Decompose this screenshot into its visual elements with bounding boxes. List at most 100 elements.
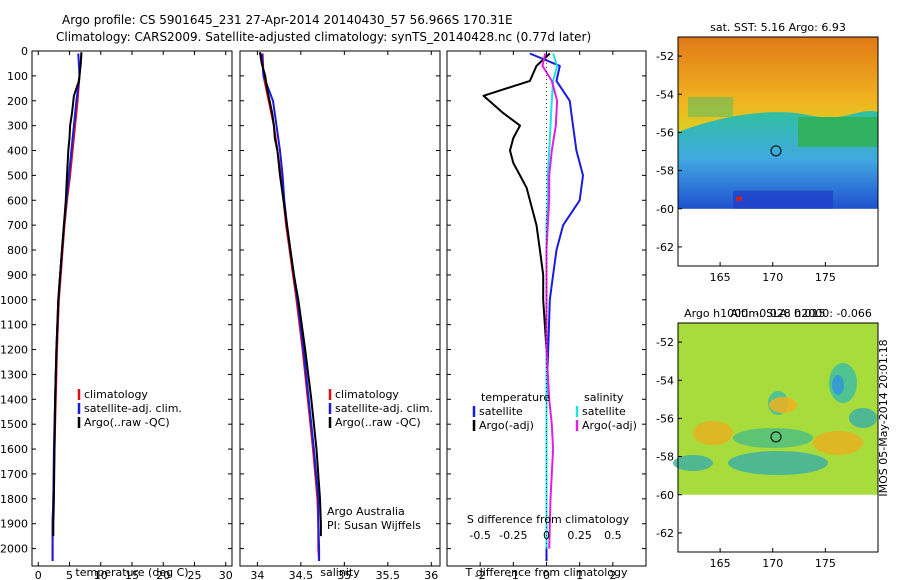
temp-xtick-label: 15 (125, 569, 139, 580)
temp-series-line (52, 52, 83, 537)
temp-xtick-label: 30 (219, 569, 233, 580)
depth-tick-label: 700 (7, 219, 28, 232)
sal-xlabel: salinity (320, 566, 360, 579)
diff-legend-title: temperature (481, 391, 550, 404)
depth-tick-label: 600 (7, 194, 28, 207)
depth-tick-label: 800 (7, 244, 28, 257)
temp-legend-label: Argo(..raw -QC) (84, 416, 170, 429)
diff-legend-title: salinity (584, 391, 624, 404)
diff-legend-label: satellite (479, 405, 523, 418)
sla-title: Altim. SLA: 0.015 (730, 307, 825, 320)
depth-tick-label: 1700 (0, 468, 28, 481)
sst-ytick-label: -62 (656, 241, 674, 254)
sst-ytick-label: -52 (656, 50, 674, 63)
sla-field-anomaly (769, 397, 797, 413)
diff-xtick-label: 0 (543, 569, 550, 580)
sal-axes-frame (239, 50, 441, 567)
depth-tick-label: 900 (7, 269, 28, 282)
sal-xtick-label: 35 (337, 569, 351, 580)
temp-xtick-label: 25 (188, 569, 202, 580)
diff-xtick-label: -2 (475, 569, 486, 580)
temp-xtick-label: 0 (35, 569, 42, 580)
depth-tick-label: 1800 (0, 493, 28, 506)
sal-legend-label: Argo(..raw -QC) (335, 416, 421, 429)
sla-ytick-label: -58 (656, 451, 674, 464)
depth-tick-label: 300 (7, 120, 28, 133)
sla-field-anomaly (813, 431, 863, 455)
sla-map: 165 170 175 -52 -54 -56 -58 -60 -62 Altim. SLA: 0… (656, 307, 879, 570)
diff-series-line (545, 53, 559, 549)
sla-field-anomaly (832, 375, 844, 395)
depth-tick-label: 1200 (0, 344, 28, 357)
temp-xlabel: temperature (deg C) (75, 566, 188, 579)
diff-legend-label: satellite (582, 405, 626, 418)
temp-series-line (51, 53, 83, 561)
sal-series-line (261, 53, 321, 562)
diff-top-axis-label: S difference from climatology (467, 513, 630, 526)
sla-xtick-label: 170 (762, 557, 783, 570)
depth-tick-label: 2000 (0, 543, 28, 556)
depth-tick-label: 400 (7, 145, 28, 158)
sla-ytick-label: -62 (656, 527, 674, 540)
diff-legend-label: Argo(-adj) (479, 419, 534, 432)
sla-argo-marker (770, 431, 782, 443)
depth-tick-label: 1100 (0, 319, 28, 332)
salinity-note-text: PI: Susan Wijffels (327, 519, 421, 532)
sla-field-anomaly (728, 451, 828, 475)
sla-ytick-label: -52 (656, 336, 674, 349)
sla-ytick-label: -54 (656, 374, 674, 387)
depth-tick-label: 1400 (0, 393, 28, 406)
sst-ytick-label: -54 (656, 88, 674, 101)
sst-xtick-label: 175 (815, 271, 836, 284)
sla-field-anomaly (673, 455, 713, 471)
depth-tick-label: 200 (7, 95, 28, 108)
sst-argo-marker (770, 145, 782, 157)
sla-subtitle: Argo h1000: -0.028 h2000: -0.066 (684, 307, 872, 320)
sst-title: sat. SST: 5.16 Argo: 6.93 (710, 21, 846, 34)
sla-ytick-label: -56 (656, 412, 674, 425)
diff-xtick-label: 1 (576, 569, 583, 580)
temp-legend-label: climatology (84, 388, 148, 401)
temp-xtick-label: 5 (66, 569, 73, 580)
depth-tick-label: 1300 (0, 368, 28, 381)
diff-series-line (541, 53, 559, 549)
sst-field-green (688, 97, 733, 117)
diff-top-tick-label: 0.5 (604, 529, 622, 542)
sal-xtick-label: 34.5 (289, 569, 314, 580)
depth-tick-label: 1600 (0, 443, 28, 456)
depth-tick-label: 1500 (0, 418, 28, 431)
sla-field-anomaly (849, 408, 877, 428)
sst-xtick-label: 170 (762, 271, 783, 284)
sla-xtick-label: 175 (815, 557, 836, 570)
diff-xtick-label: -1 (508, 569, 519, 580)
sal-legend-label: climatology (335, 388, 399, 401)
diff-top-tick-label: -0.5 (469, 529, 490, 542)
sal-legend-label: satellite-adj. clim. (335, 402, 433, 415)
depth-tick-label: 1900 (0, 518, 28, 531)
sst-map: 165 170 175 -52 -54 -56 -58 -60 -62 sat. SST: 5.1… (656, 21, 879, 284)
depth-tick-label: 0 (21, 45, 28, 58)
temp-axes-frame (31, 50, 233, 567)
sla-xtick-label: 165 (710, 557, 731, 570)
timestamp-label: IMOS 05-May-2014 20:01:18 (877, 339, 890, 497)
depth-tick-label: 1000 (0, 294, 28, 307)
salinity-note-text: Argo Australia (327, 505, 405, 518)
sal-xtick-label: 35.5 (376, 569, 401, 580)
diff-legend-label: Argo(-adj) (582, 419, 637, 432)
depth-tick-label: 100 (7, 70, 28, 83)
sla-field-anomaly (733, 428, 813, 448)
temp-legend-label: satellite-adj. clim. (84, 402, 182, 415)
figure-title-line2: Climatology: CARS2009. Satellite-adjuste… (56, 30, 592, 44)
sal-series-line (259, 52, 322, 537)
sst-field-deep (733, 190, 833, 209)
diff-series-line (482, 52, 551, 549)
sst-field-spot (736, 196, 742, 201)
sla-field-anomaly (693, 421, 733, 445)
sst-field-green (798, 117, 878, 147)
figure-title-line1: Argo profile: CS 5901645_231 27-Apr-2014… (62, 13, 513, 27)
sst-ytick-label: -58 (656, 165, 674, 178)
sst-ytick-label: -60 (656, 203, 674, 216)
sst-xtick-label: 165 (710, 271, 731, 284)
sla-ytick-label: -60 (656, 489, 674, 502)
diff-series-line (529, 52, 584, 561)
